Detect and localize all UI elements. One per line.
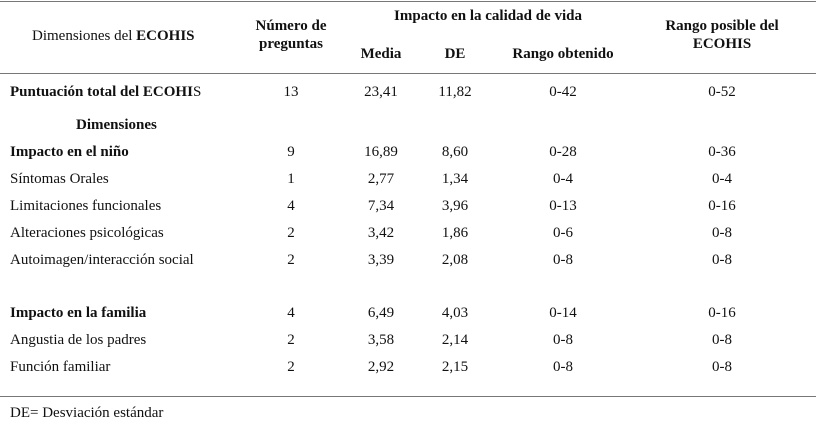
table-row-rango-obtenido: 0-14 — [549, 305, 577, 321]
table-row-n: 9 — [287, 144, 295, 160]
table-top-rule — [0, 1, 816, 2]
table-row-de: 2,15 — [441, 359, 469, 375]
table-row-media: 7,34 — [367, 198, 395, 214]
table-row-media: 16,89 — [364, 144, 398, 160]
table-row-rango-obtenido: 0-8 — [553, 252, 573, 268]
table-row-media: 3,42 — [367, 225, 395, 241]
table-row-rango-posible: 0-8 — [712, 332, 732, 348]
table-bottom-rule — [0, 396, 816, 397]
table-row-de: 1,86 — [441, 225, 469, 241]
table-row-rango-posible: 0-36 — [708, 144, 736, 160]
table-row-de: 8,60 — [441, 144, 469, 160]
table-row-n: 4 — [287, 305, 295, 321]
table-row-media: 2,77 — [367, 171, 395, 187]
header-numero-line1: Número de — [255, 18, 327, 34]
row-total-media: 23,41 — [364, 84, 398, 100]
section-dimensiones: Dimensiones — [76, 117, 157, 133]
table-row-label: Impacto en la familia — [10, 305, 147, 321]
row-total-rango-obtenido: 0-42 — [549, 84, 577, 100]
table-row-media: 3,39 — [367, 252, 395, 268]
row-total-label-tail: S — [192, 84, 202, 100]
table-row-rango-obtenido: 0-28 — [549, 144, 577, 160]
table-row-rango-posible: 0-8 — [712, 252, 732, 268]
row-total-de: 11,82 — [438, 84, 472, 100]
table-row-n: 2 — [287, 225, 295, 241]
header-bottom-rule — [0, 73, 816, 74]
header-rango-posible-line2: ECOHIS — [692, 36, 752, 52]
table-row-n: 4 — [287, 198, 295, 214]
header-de: DE — [444, 46, 466, 62]
header-rango-posible-line1: Rango posible del — [665, 18, 779, 34]
table-row-de: 2,08 — [441, 252, 469, 268]
header-dimensiones-prefix: Dimensiones del — [32, 28, 137, 44]
table-row-media: 2,92 — [367, 359, 395, 375]
row-total-label: Puntuación total del ECOHIS — [10, 83, 201, 101]
header-dimensiones: Dimensiones del ECOHIS — [32, 27, 195, 45]
header-rango-obtenido: Rango obtenido — [512, 46, 614, 62]
footnote: DE= Desviación estándar — [10, 405, 164, 421]
table-row-rango-posible: 0-16 — [708, 198, 736, 214]
table-row-n: 2 — [287, 332, 295, 348]
table-row-rango-obtenido: 0-8 — [553, 359, 573, 375]
table-row-label: Síntomas Orales — [10, 171, 109, 187]
table-row-rango-posible: 0-4 — [712, 171, 732, 187]
table-row-rango-posible: 0-8 — [712, 359, 732, 375]
table-row-label: Impacto en el niño — [10, 144, 129, 160]
table-row-de: 2,14 — [441, 332, 469, 348]
table-row-label: Alteraciones psicológicas — [10, 225, 164, 241]
table-row-rango-obtenido: 0-6 — [553, 225, 573, 241]
header-impacto-group: Impacto en la calidad de vida — [394, 8, 582, 24]
table-row-label: Angustia de los padres — [10, 332, 147, 348]
header-media: Media — [360, 46, 402, 62]
row-total-label-bold: Puntuación total del ECOHI — [10, 84, 193, 100]
table-row-n: 2 — [287, 359, 295, 375]
table-row-de: 4,03 — [441, 305, 469, 321]
table-row-label: Autoimagen/interacción social — [10, 252, 194, 268]
table-row-label: Función familiar — [10, 359, 111, 375]
row-total-n: 13 — [283, 84, 299, 100]
row-total-rango-posible: 0-52 — [708, 84, 736, 100]
table-row-rango-obtenido: 0-8 — [553, 332, 573, 348]
table-row-de: 3,96 — [441, 198, 469, 214]
table-row-rango-obtenido: 0-4 — [553, 171, 573, 187]
table-row-rango-obtenido: 0-13 — [549, 198, 577, 214]
table-row-media: 3,58 — [367, 332, 395, 348]
header-numero-line2: preguntas — [259, 36, 323, 52]
table-row-rango-posible: 0-16 — [708, 305, 736, 321]
table-row-n: 1 — [287, 171, 295, 187]
table-row-n: 2 — [287, 252, 295, 268]
table-row-label: Limitaciones funcionales — [10, 198, 162, 214]
table-row-rango-posible: 0-8 — [712, 225, 732, 241]
table-row-media: 6,49 — [367, 305, 395, 321]
header-dimensiones-bold: ECOHIS — [136, 28, 195, 44]
table-row-de: 1,34 — [441, 171, 469, 187]
